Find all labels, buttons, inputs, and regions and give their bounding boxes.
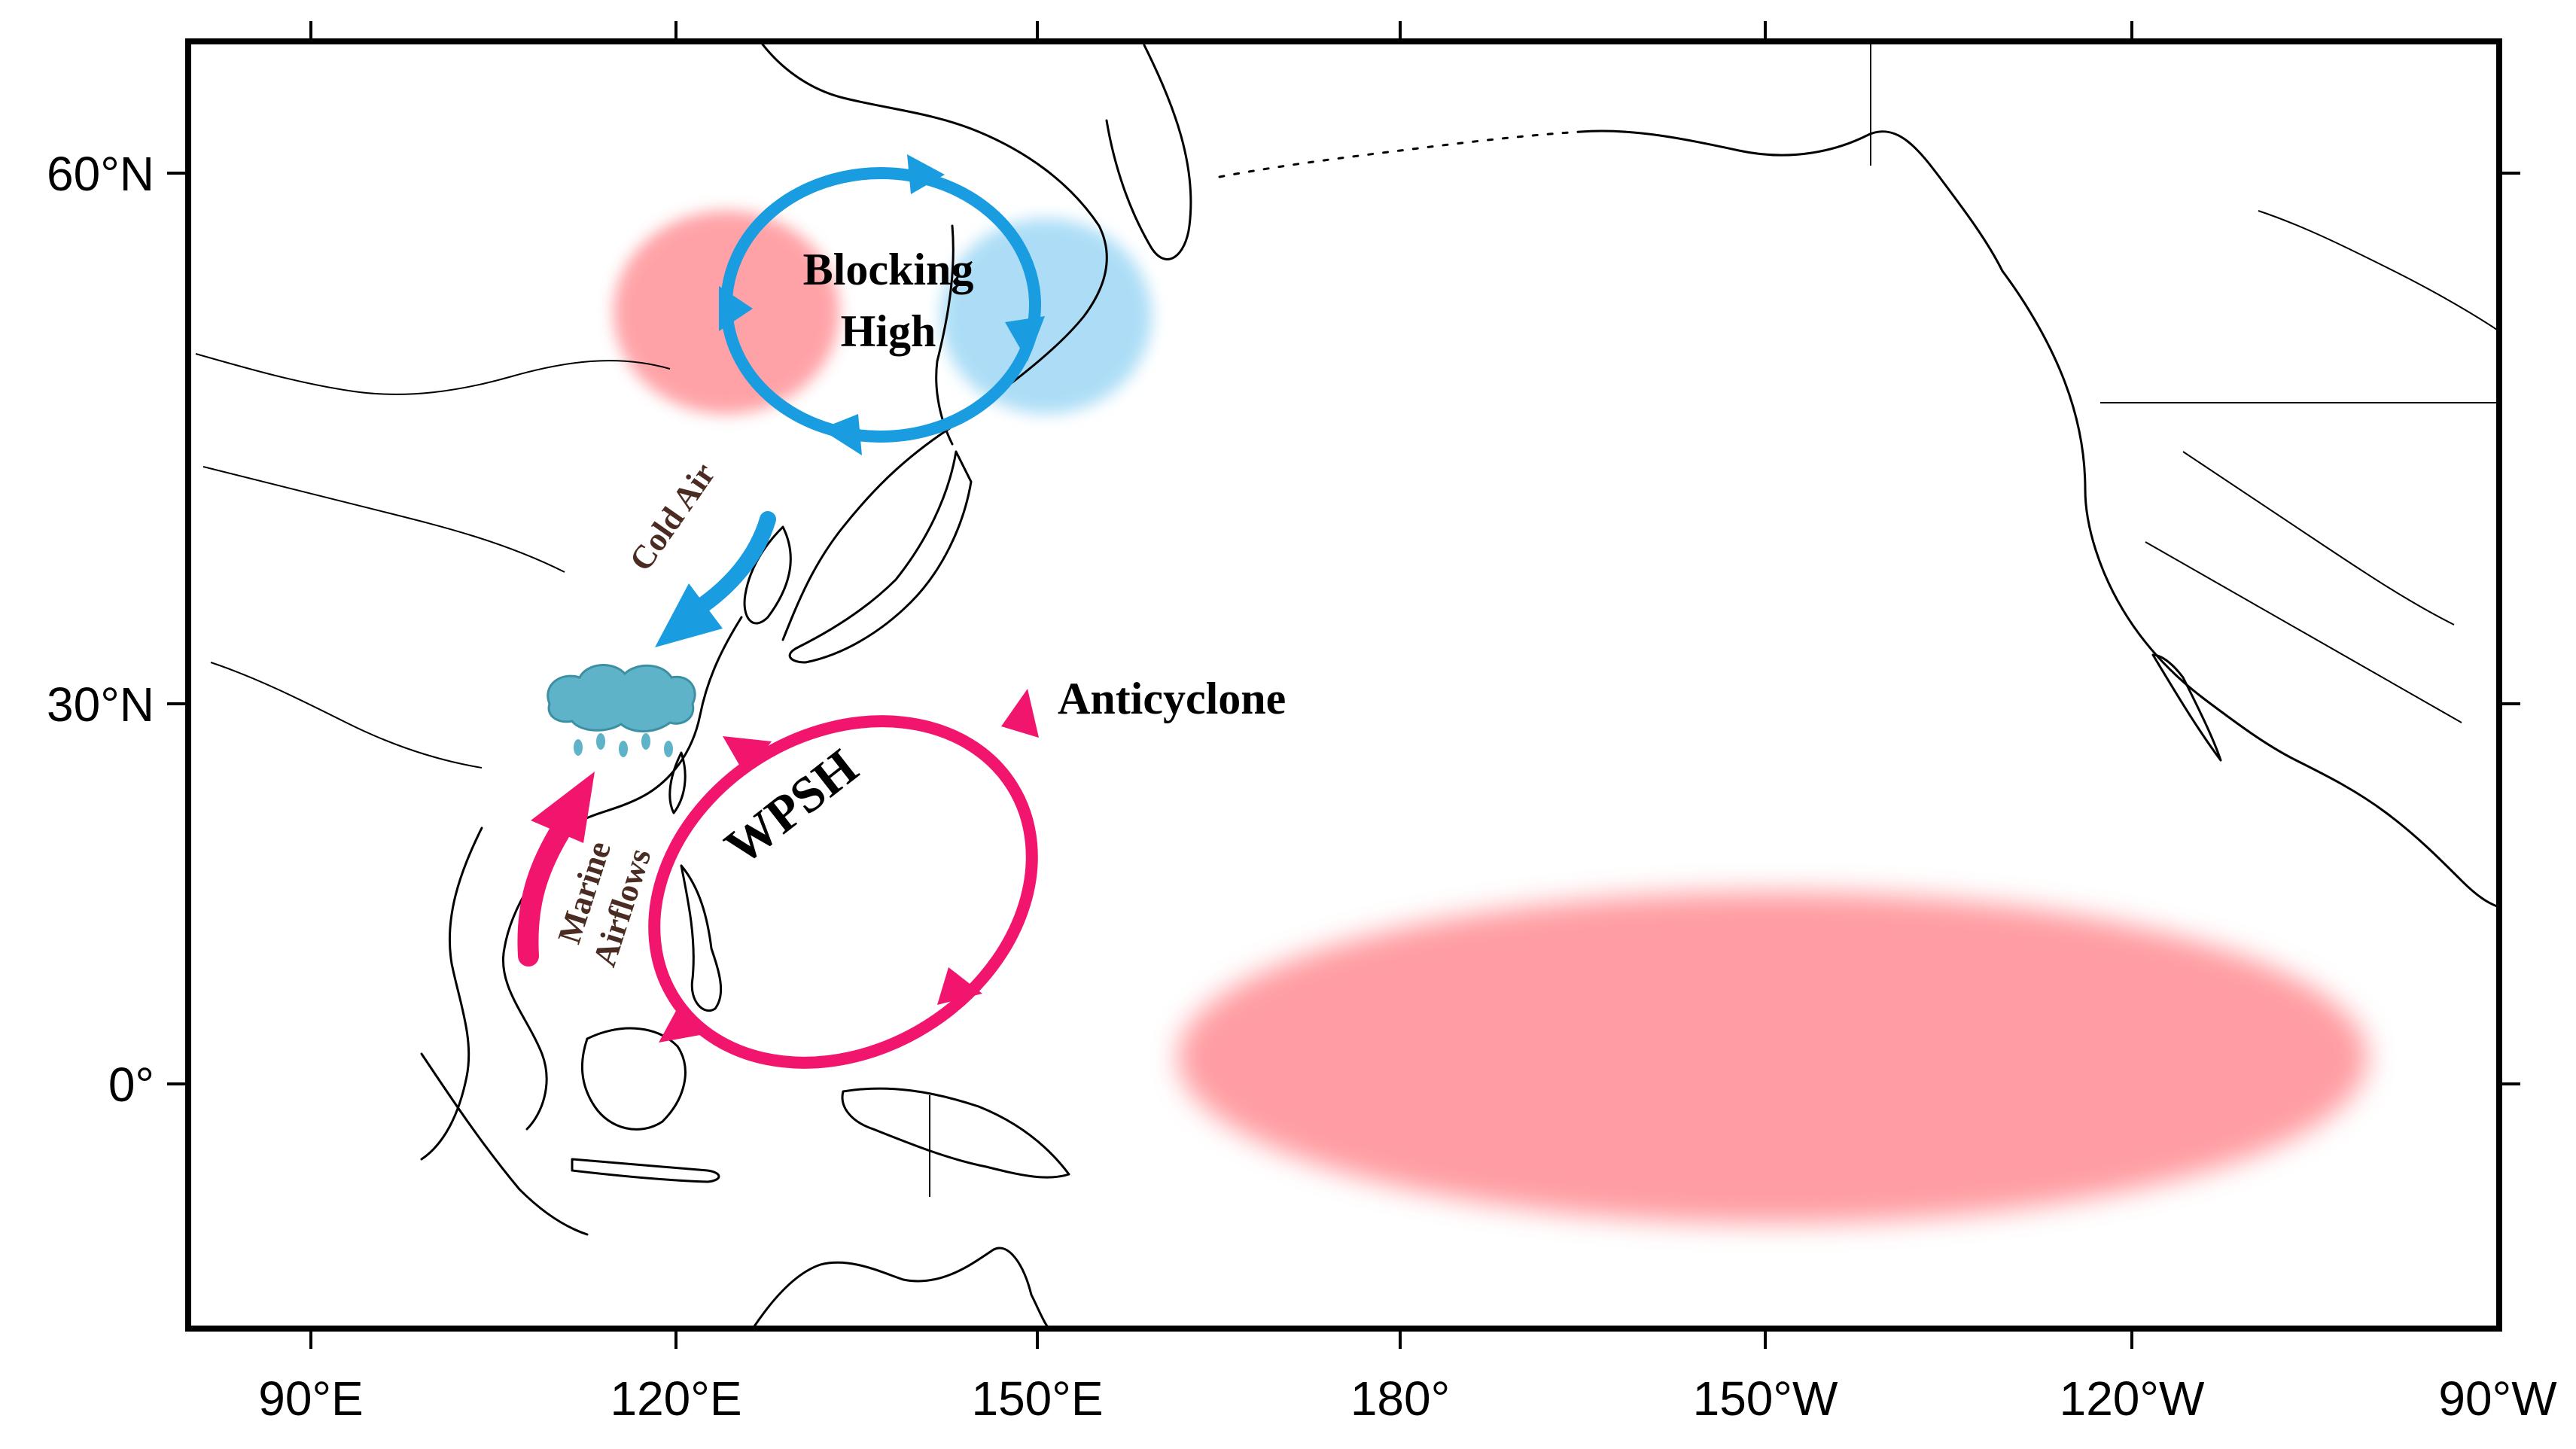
anticyclone-label: Anticyclone [1058, 674, 1286, 723]
rain-cloud-icon [547, 664, 696, 757]
lon-tick-120w: 120°W [2060, 1371, 2205, 1426]
cold-anomaly-okhotsk [941, 218, 1152, 414]
blocking-high-circulation [719, 154, 1045, 455]
blocking-arrowhead-bottom [821, 414, 862, 455]
map-frame-border [185, 38, 2502, 1332]
lon-tick-150w: 150°W [1693, 1371, 1838, 1426]
wpsh-arrowhead-topleft [723, 736, 772, 775]
lon-tick-120e: 120°E [610, 1371, 741, 1426]
wpsh-anticyclone-circulation [648, 689, 1039, 1069]
tick-marks [167, 21, 2520, 1349]
blocking-arrowhead-left [719, 286, 753, 331]
lon-tick-180: 180° [1350, 1371, 1450, 1426]
blocking-high-label-line1: Blocking [803, 245, 974, 294]
warm-anomaly-equatorial-pacific [1178, 892, 2367, 1223]
lat-tick-30n: 30°N [47, 677, 154, 732]
wpsh-arrowhead-bottomright [937, 967, 982, 1005]
lon-tick-90w: 90°W [2438, 1371, 2557, 1426]
cold-air-arrow [655, 511, 776, 647]
blocking-arrowhead-top [907, 154, 945, 194]
marine-airflows-arrow [517, 772, 595, 967]
lon-tick-150e: 150°E [971, 1371, 1103, 1426]
wpsh-arrowhead-bottomleft [659, 1001, 700, 1043]
lat-tick-0: 0° [108, 1058, 154, 1112]
blocking-high-label-line2: High [841, 306, 936, 356]
wpsh-arrowhead-topright [1001, 689, 1039, 738]
lon-tick-90e: 90°E [258, 1371, 363, 1426]
blocking-arrowhead-right [1005, 316, 1045, 361]
lat-tick-60n: 60°N [47, 147, 154, 201]
